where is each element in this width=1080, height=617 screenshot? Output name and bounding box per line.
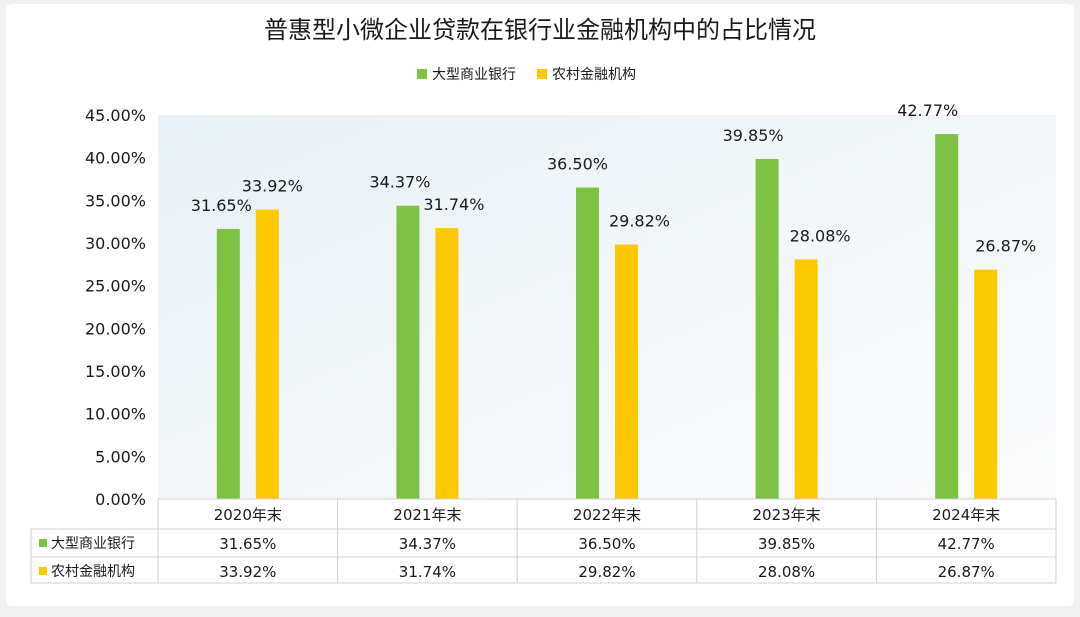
category-label: 2021年末: [393, 506, 461, 524]
bar-value-label: 26.87%: [975, 237, 1036, 256]
table-cell: 36.50%: [578, 535, 635, 553]
category-label: 2022年末: [573, 506, 641, 524]
legend-swatch-large-banks: [417, 69, 427, 79]
bar-large-banks: [576, 187, 599, 500]
y-axis: 0.00% 5.00% 10.00% 15.00% 20.00% 25.00% 30.00%…: [85, 106, 146, 509]
category-label: 2024年末: [932, 506, 1000, 524]
y-tick-label: 45.00%: [85, 106, 146, 125]
data-table: 2020年末 31.65% 33.92% 2021年末 34.37% 31.74% 2022…: [30, 498, 1057, 584]
legend: 大型商业银行 农村金融机构: [417, 67, 636, 83]
data-table-text: 2020年末 31.65% 33.92% 2021年末 34.37% 31.74% 2022…: [39, 506, 1000, 581]
y-tick-label: 35.00%: [85, 191, 146, 210]
bar-rural-institutions: [435, 228, 459, 500]
bar-value-label: 39.85%: [723, 126, 784, 145]
bar-rural-institutions: [974, 269, 998, 499]
plot-area: [158, 115, 1056, 499]
y-tick-label: 20.00%: [85, 319, 146, 338]
bar-large-banks: [935, 134, 959, 499]
bar-value-label: 34.37%: [369, 173, 430, 192]
y-tick-label: 30.00%: [85, 234, 146, 253]
bar-large-banks: [216, 228, 240, 500]
table-legend-swatch: [39, 539, 47, 547]
data-table-grid: [30, 498, 1057, 584]
table-row-header: 农村金融机构: [51, 564, 135, 580]
bar-value-label: 42.77%: [897, 101, 958, 120]
category-label: 2020年末: [214, 506, 282, 524]
y-tick-label: 15.00%: [85, 362, 146, 381]
chart: 普惠型小微企业贷款在银行业金融机构中的占比情况 大型商业银行 农村金融机构 0.…: [30, 16, 1057, 584]
bar-value-label: 31.65%: [191, 196, 252, 215]
table-cell: 28.08%: [758, 563, 815, 581]
table-cell: 34.37%: [399, 535, 456, 553]
y-tick-label: 5.00%: [95, 447, 146, 466]
y-tick-label: 10.00%: [85, 405, 146, 424]
chart-card: 普惠型小微企业贷款在银行业金融机构中的占比情况 大型商业银行 农村金融机构 0.…: [6, 4, 1074, 606]
legend-label-rural-institutions: 农村金融机构: [552, 67, 636, 83]
bar-rural-institutions: [615, 244, 638, 499]
table-row-header: 大型商业银行: [51, 536, 135, 552]
table-cell: 42.77%: [938, 535, 995, 553]
bar-large-banks: [755, 158, 779, 500]
category-label: 2023年末: [753, 506, 821, 524]
table-legend-swatch: [39, 567, 47, 575]
table-cell: 31.65%: [219, 535, 276, 553]
table-cell: 33.92%: [219, 563, 276, 581]
bars: [216, 134, 998, 500]
y-tick-label: 40.00%: [85, 149, 146, 168]
legend-label-large-banks: 大型商业银行: [432, 67, 516, 83]
chart-title: 普惠型小微企业贷款在银行业金融机构中的占比情况: [264, 16, 816, 44]
y-tick-label: 25.00%: [85, 277, 146, 296]
bar-value-label: 31.74%: [423, 195, 484, 214]
legend-swatch-rural-institutions: [537, 69, 547, 79]
table-cell: 29.82%: [578, 563, 635, 581]
bar-value-label: 29.82%: [609, 212, 670, 231]
bar-value-label: 33.92%: [242, 177, 303, 196]
table-cell: 31.74%: [399, 563, 456, 581]
table-cell: 39.85%: [758, 535, 815, 553]
y-tick-label: 0.00%: [95, 490, 146, 509]
bar-labels: 31.65%33.92% 34.37% 31.74% 36.50% 29.82% 39.8…: [191, 101, 1036, 256]
bar-value-label: 36.50%: [547, 155, 608, 174]
bar-value-label: 28.08%: [790, 226, 851, 245]
bar-large-banks: [396, 205, 420, 499]
table-cell: 26.87%: [938, 563, 995, 581]
bar-rural-institutions: [794, 259, 818, 499]
bar-rural-institutions: [255, 209, 279, 500]
